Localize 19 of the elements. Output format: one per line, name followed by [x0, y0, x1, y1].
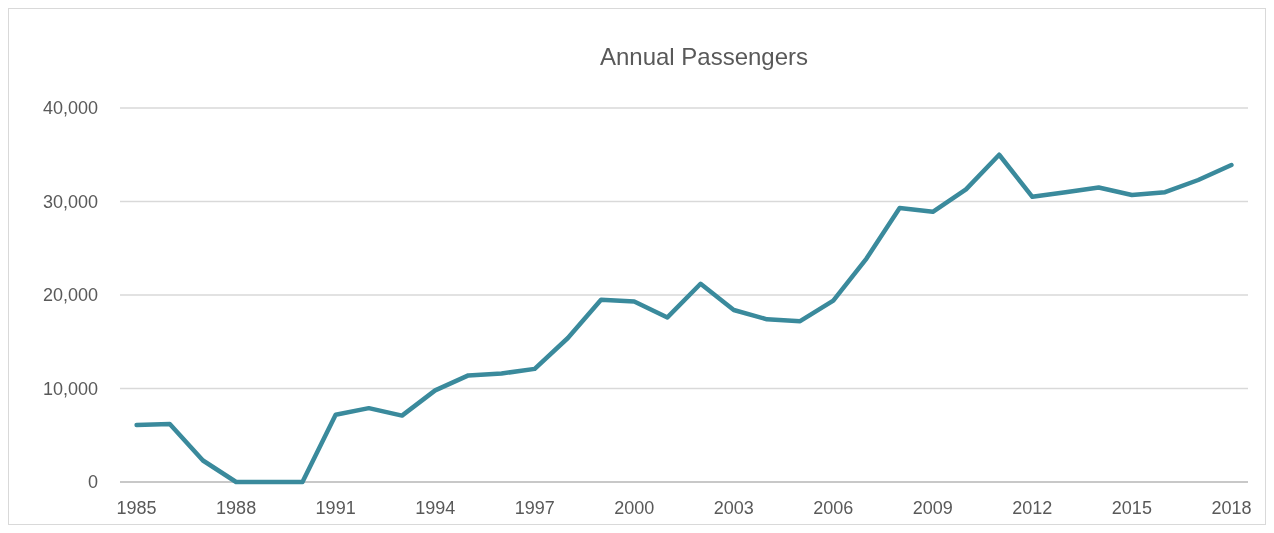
- y-tick-label: 0: [87, 472, 98, 493]
- x-tick-label: 1988: [216, 498, 257, 518]
- chart-title: Annual Passengers: [599, 43, 809, 70]
- y-tick-label: 10,000: [42, 378, 98, 399]
- y-tick-label: 20,000: [42, 285, 98, 306]
- x-tick-label: 2012: [1012, 498, 1053, 518]
- line-series: [134, 152, 1234, 485]
- x-tick-label: 1994: [415, 498, 456, 518]
- x-tick-label: 2015: [1111, 498, 1152, 518]
- x-tick-label: 2000: [614, 498, 655, 518]
- x-tick-label: 1997: [514, 498, 555, 518]
- x-tick-label: 2006: [813, 498, 854, 518]
- x-tick-label: 2018: [1211, 498, 1252, 518]
- x-tick-label: 2003: [713, 498, 754, 518]
- y-tick-label: 40,000: [42, 98, 98, 119]
- x-tick-label: 2009: [912, 498, 953, 518]
- x-tick-label: 1991: [315, 498, 356, 518]
- x-tick-label: 1985: [116, 498, 157, 518]
- y-tick-label: 30,000: [42, 191, 98, 212]
